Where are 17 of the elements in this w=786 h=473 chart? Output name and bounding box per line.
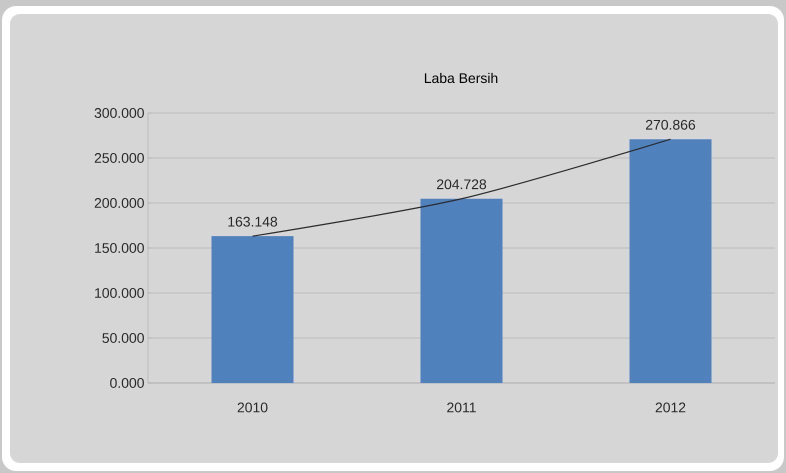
y-tick-label: 300.000 [94, 108, 144, 118]
data-label: 270.866 [646, 120, 696, 130]
bar [420, 198, 503, 383]
y-tick-label: 200.000 [94, 198, 144, 208]
data-label: 163.148 [228, 216, 278, 227]
y-tick-label: 100.000 [95, 288, 144, 298]
x-tick-label: 2010 [238, 402, 268, 412]
y-tick-label: 150.000 [95, 243, 144, 253]
bar [212, 236, 294, 383]
bar [630, 139, 712, 383]
y-tick-label: 250.000 [94, 153, 144, 163]
x-tick-label: 2012 [656, 402, 686, 412]
x-tick-label: 2011 [447, 402, 476, 412]
data-label: 204.728 [436, 179, 486, 190]
chart-title: Laba Bersih [424, 72, 498, 84]
y-tick-label: 0.000 [110, 378, 144, 388]
y-tick-label: 50.000 [102, 333, 144, 343]
